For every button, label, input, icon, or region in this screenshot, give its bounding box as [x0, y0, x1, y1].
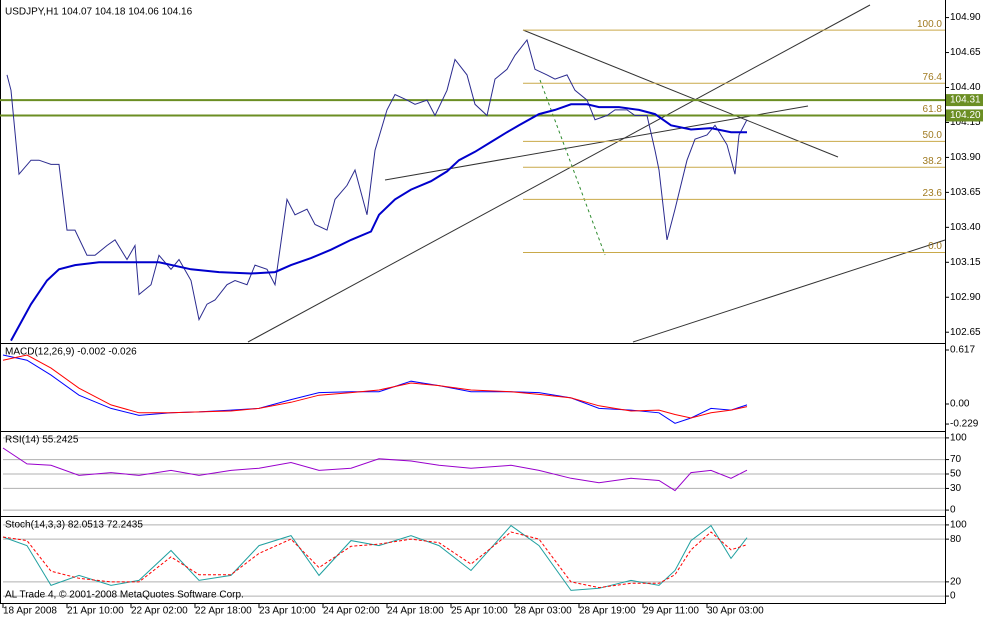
y-tick-label: 103.40 — [950, 222, 981, 233]
trendlines — [247, 4, 946, 343]
y-tick-label: 103.15 — [950, 257, 981, 268]
trendline — [632, 239, 946, 343]
y-tick-label: 0.00 — [950, 399, 970, 410]
y-tick-label: 100 — [950, 520, 967, 531]
x-tick-label: 30 Apr 03:00 — [707, 606, 764, 617]
y-tick-label: 70 — [950, 454, 962, 465]
price-label-box — [946, 94, 983, 107]
price-label-box — [946, 109, 983, 122]
series-line — [2, 524, 748, 591]
y-tick-label: 0 — [950, 591, 956, 602]
x-tick-label: 23 Apr 10:00 — [259, 606, 316, 617]
x-tick-label: 24 Apr 18:00 — [387, 606, 444, 617]
trendline — [522, 29, 839, 158]
y-tick-label: 104.40 — [950, 82, 981, 93]
panel-title: USDJPY,H1 104.07 104.18 104.06 104.16 — [5, 7, 193, 18]
trendline — [539, 79, 606, 256]
y-tick-label: 102.65 — [950, 327, 981, 338]
fib-label: 76.4 — [923, 72, 943, 83]
fib-label: 100.0 — [917, 19, 942, 30]
y-tick-label: 104.65 — [950, 47, 981, 58]
copyright: AL Trade 4, © 2001-2008 MetaQuotes Softw… — [5, 590, 244, 601]
y-tick-label: 80 — [950, 534, 962, 545]
fib-label: 23.6 — [923, 188, 943, 199]
x-tick-label: 29 Apr 11:00 — [643, 606, 699, 617]
y-tick-label: -0.229 — [950, 419, 979, 430]
y-tick-label: 0 — [950, 505, 956, 516]
x-tick-label: 22 Apr 18:00 — [195, 606, 252, 617]
x-tick-label: 24 Apr 02:00 — [323, 606, 380, 617]
y-tick-label: 104.15 — [950, 117, 981, 128]
x-tick-label: 18 Apr 2008 — [3, 606, 57, 617]
x-tick-label: 21 Apr 10:00 — [67, 606, 124, 617]
x-tick-label: 28 Apr 03:00 — [515, 606, 572, 617]
x-tick-label: 28 Apr 19:00 — [579, 606, 636, 617]
y-tick-label: 103.90 — [950, 152, 981, 163]
series-line — [2, 447, 748, 492]
fib-label: 0.0 — [928, 241, 942, 252]
panel-title: RSI(14) 55.2425 — [5, 435, 79, 446]
y-tick-label: 102.90 — [950, 292, 981, 303]
price-label: 104.31 — [950, 95, 981, 106]
x-tick-label: 22 Apr 02:00 — [131, 606, 188, 617]
price-label: 104.20 — [950, 110, 981, 121]
series-line — [10, 103, 747, 342]
fib-label: 50.0 — [923, 130, 943, 141]
y-tick-label: 20 — [950, 576, 962, 587]
series-line — [6, 38, 748, 322]
series-line — [2, 354, 748, 419]
y-tick-label: 103.65 — [950, 187, 981, 198]
series-line — [2, 531, 748, 589]
fib-label: 61.8 — [923, 104, 943, 115]
fib-label: 38.2 — [923, 156, 943, 167]
trendline — [384, 105, 809, 181]
y-tick-label: 100 — [950, 433, 967, 444]
y-tick-label: 104.90 — [950, 12, 981, 23]
panel-title: Stoch(14,3,3) 82.0513 72.2435 — [5, 520, 143, 531]
y-tick-label: 0.617 — [950, 345, 975, 356]
x-tick-label: 25 Apr 10:00 — [451, 606, 508, 617]
frame — [0, 0, 946, 604]
y-tick-label: 50 — [950, 469, 962, 480]
trendline — [247, 4, 871, 343]
y-tick-label: 30 — [950, 483, 962, 494]
panel-title: MACD(12,26,9) -0.002 -0.026 — [5, 347, 137, 358]
